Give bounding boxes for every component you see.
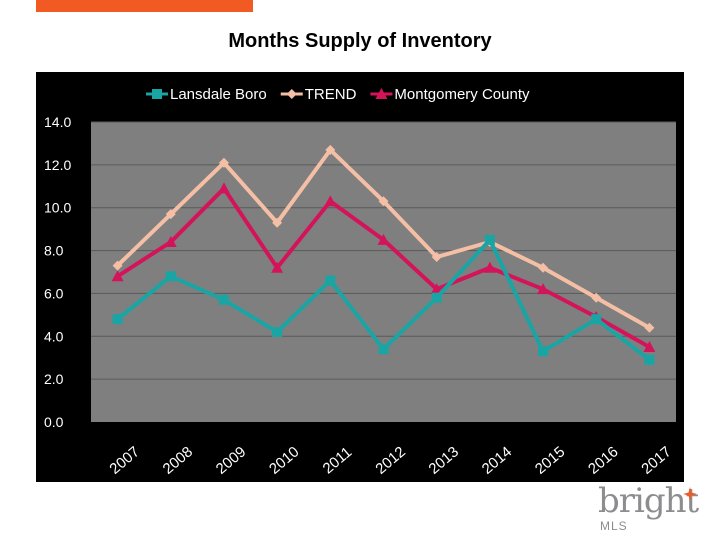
data-point: [430, 283, 443, 295]
data-point: [218, 294, 229, 305]
legend-marker: [286, 89, 297, 99]
data-point: [165, 271, 176, 282]
bright-mls-logo: bright MLS: [598, 484, 702, 536]
x-tick-label: 2008: [160, 443, 196, 477]
logo-wordmark: bright: [598, 481, 699, 521]
data-point: [272, 217, 283, 228]
y-tick-label: 10.0: [44, 200, 71, 216]
data-point: [112, 314, 123, 325]
data-point: [644, 354, 655, 365]
chart-title: Months Supply of Inventory: [228, 30, 492, 52]
x-tick-label: 2009: [213, 443, 249, 477]
x-tick-label: 2014: [479, 443, 515, 477]
x-tick-label: 2012: [372, 443, 408, 477]
data-point: [164, 236, 177, 247]
data-point: [484, 234, 495, 245]
data-point: [377, 233, 390, 245]
x-tick-label: 2007: [106, 443, 142, 477]
data-point: [378, 344, 389, 355]
data-point: [431, 252, 442, 262]
data-point: [644, 322, 655, 333]
x-tick-label: 2013: [426, 443, 462, 477]
data-point: [431, 292, 442, 303]
y-tick-label: 12.0: [44, 157, 71, 173]
data-point: [378, 196, 389, 207]
data-point: [537, 283, 550, 295]
data-point: [217, 182, 230, 194]
data-point: [272, 327, 283, 337]
y-tick-label: 4.0: [44, 328, 64, 344]
data-point: [325, 144, 336, 155]
legend-marker: [375, 88, 388, 99]
legend-marker: [152, 89, 162, 99]
accent-bar: [36, 0, 253, 12]
line-chart: 0.0 2.0 4.0 6.0 8.0 10.0 12.0 14.0 2007 2008 2009 2…: [44, 86, 676, 478]
data-point: [165, 209, 176, 220]
data-point: [538, 262, 549, 273]
x-tick-label: 2016: [585, 443, 621, 477]
logo-spark-icon: [683, 487, 697, 501]
data-point: [538, 346, 549, 357]
data-point: [218, 157, 229, 168]
data-point: [112, 260, 123, 271]
x-tick-label: 2017: [638, 443, 674, 477]
data-point: [591, 314, 602, 325]
y-tick-label: 6.0: [44, 285, 64, 301]
legend-label: Montgomery County: [394, 86, 530, 103]
data-point: [271, 261, 284, 273]
data-point: [111, 270, 124, 282]
y-tick-label: 14.0: [44, 114, 71, 130]
data-point: [324, 195, 337, 207]
y-tick-label: 0.0: [44, 414, 64, 430]
data-point: [325, 275, 336, 286]
y-tick-label: 2.0: [44, 371, 64, 387]
data-point: [483, 261, 496, 273]
x-tick-label: 2010: [266, 443, 302, 477]
x-tick-label: 2011: [320, 444, 356, 478]
y-tick-label: 8.0: [44, 243, 64, 259]
legend-label: TREND: [305, 86, 357, 103]
legend-label: Lansdale Boro: [170, 86, 267, 103]
logo-subtitle: MLS: [600, 519, 628, 533]
plot-background: [91, 122, 676, 422]
chart-area: 0.0 2.0 4.0 6.0 8.0 10.0 12.0 14.0 2007 2008 2009 2…: [36, 72, 684, 482]
data-point: [591, 292, 602, 303]
data-point: [643, 341, 656, 352]
x-tick-label: 2015: [532, 443, 568, 477]
